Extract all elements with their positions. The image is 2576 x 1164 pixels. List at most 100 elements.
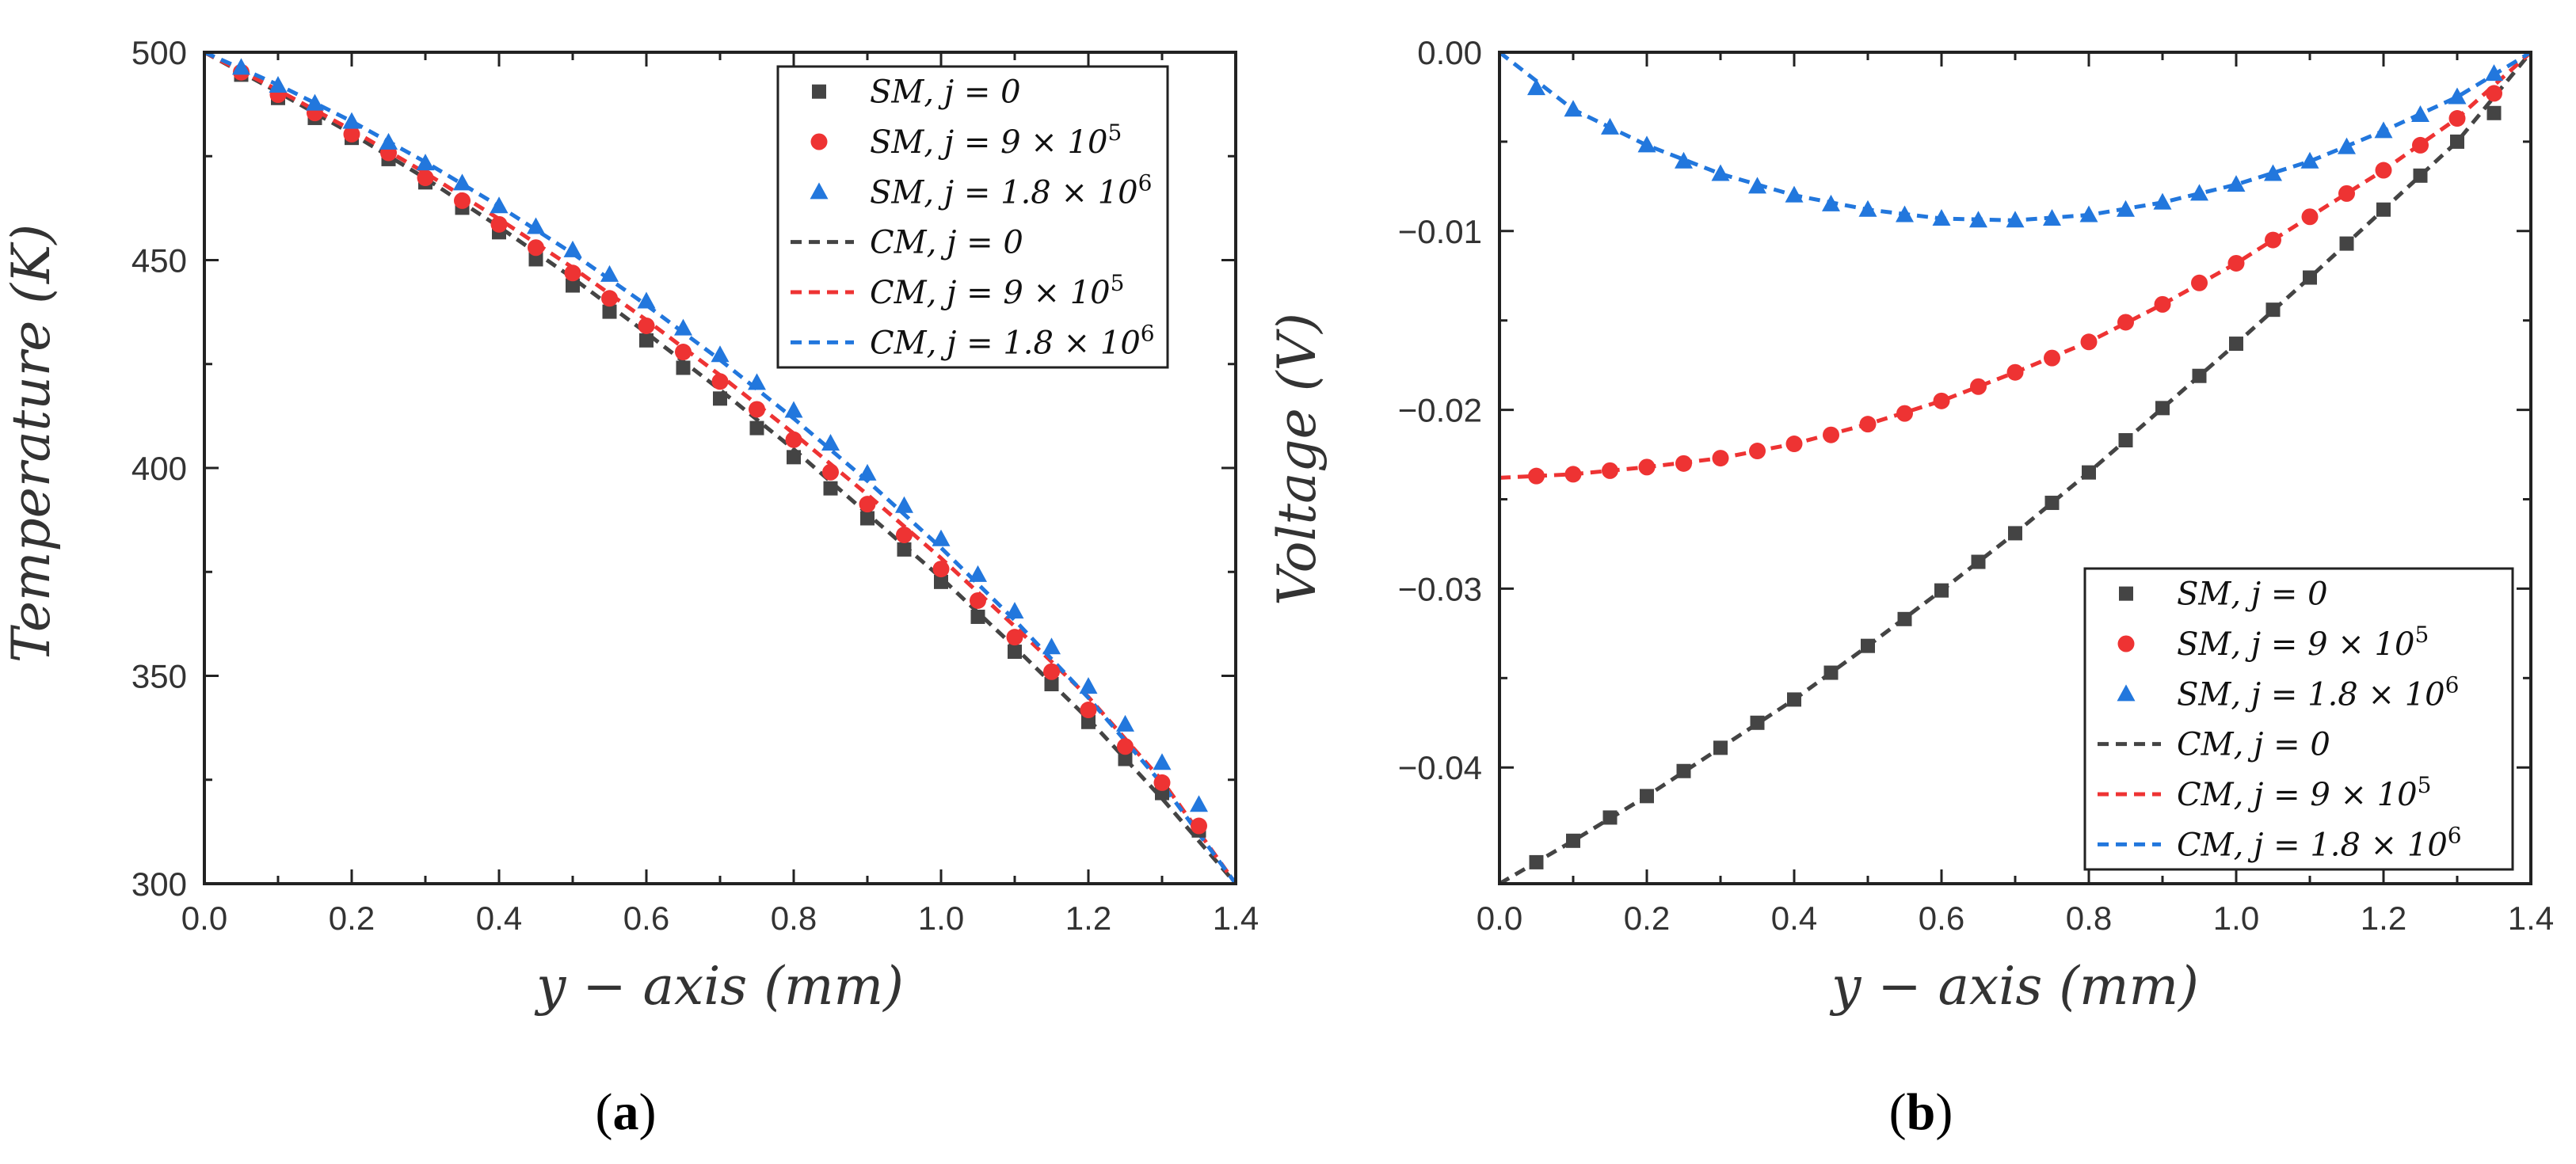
data-point <box>2374 121 2393 139</box>
x-tick-label: 0.6 <box>1919 900 1964 937</box>
data-point <box>1529 854 1544 869</box>
data-point <box>2008 526 2022 541</box>
data-point <box>676 360 691 375</box>
data-point <box>2117 200 2135 217</box>
panel-label-letter: b <box>1907 1083 1936 1141</box>
data-point <box>897 542 912 557</box>
data-point <box>785 431 802 448</box>
data-point <box>749 401 765 418</box>
legend-marker-symbol <box>2119 586 2133 601</box>
data-point <box>1932 209 1951 226</box>
data-point <box>600 264 619 282</box>
data-point <box>528 252 543 267</box>
data-point <box>2265 302 2281 318</box>
data-point <box>969 565 987 582</box>
data-point <box>1897 611 1912 626</box>
data-point <box>1785 436 1803 453</box>
panel-label: (b) <box>1889 1083 1953 1141</box>
x-tick-label: 1.2 <box>1065 900 1111 937</box>
data-point <box>1528 467 1545 485</box>
legend-text-part: SM, j = 0 <box>870 74 1021 111</box>
y-tick-label: 400 <box>131 450 187 487</box>
data-point <box>2413 168 2428 183</box>
data-point <box>1713 740 1728 755</box>
data-point <box>859 496 876 513</box>
data-point <box>601 290 618 307</box>
legend-text-part: SM, j = 9 × 10 <box>870 124 1107 161</box>
series-markers-1 <box>233 63 1207 835</box>
series-markers-2 <box>1527 64 2503 228</box>
legend-text-part: SM, j = 9 × 10 <box>2177 626 2414 663</box>
plot-area <box>1499 52 2531 884</box>
x-tick-label: 0.8 <box>771 900 817 937</box>
y-tick-label: −0.02 <box>1398 392 1482 429</box>
data-point <box>1934 583 1949 598</box>
data-point <box>1044 677 1059 691</box>
data-point <box>232 58 250 75</box>
legend-text-part: SM, j = 1.8 × 10 <box>2177 676 2445 713</box>
legend-marker-symbol <box>810 182 829 200</box>
data-point <box>563 240 582 257</box>
legend-entry: CM, j = 0 <box>2177 727 2330 763</box>
data-point <box>1858 200 1877 217</box>
data-point <box>417 169 434 187</box>
data-point <box>1191 817 1207 835</box>
data-point <box>379 132 398 150</box>
data-point <box>1564 100 1583 117</box>
data-point <box>1748 177 1766 194</box>
legend-text-part: CM, j = 0 <box>2177 727 2330 763</box>
data-point <box>713 391 727 406</box>
series-markers-2 <box>232 58 1208 812</box>
legend-box <box>2083 567 2514 871</box>
data-point <box>2080 333 2098 351</box>
data-point <box>2192 368 2207 383</box>
data-point <box>2229 337 2243 352</box>
data-point <box>934 574 948 589</box>
data-point <box>2375 162 2392 179</box>
data-point <box>1006 629 1023 646</box>
data-point <box>1566 833 1580 848</box>
data-point <box>1564 466 1582 483</box>
panel-label: (a) <box>596 1083 657 1141</box>
data-point <box>2412 136 2429 154</box>
panel-label-paren-open: ( <box>596 1083 613 1141</box>
data-point <box>1823 426 1839 443</box>
data-point <box>1711 164 1730 181</box>
legend-text-part: CM, j = 9 × 10 <box>2177 777 2418 813</box>
data-point <box>490 215 508 233</box>
data-point <box>2154 295 2171 313</box>
data-point <box>1750 715 1765 730</box>
legend-entry: SM, j = 9 × 105 <box>2177 622 2429 664</box>
data-point <box>1079 677 1098 694</box>
data-point <box>2082 465 2096 480</box>
panel-label-letter: a <box>613 1083 639 1141</box>
data-point <box>2079 205 2098 223</box>
data-point <box>1969 211 1987 228</box>
data-point <box>1640 789 1654 804</box>
data-point <box>1190 795 1208 812</box>
data-point <box>1153 753 1172 770</box>
data-point <box>822 463 839 481</box>
legend-box <box>776 65 1169 369</box>
data-point <box>1602 810 1618 825</box>
x-tick-label: 1.4 <box>2508 900 2554 937</box>
data-point <box>1637 135 1656 153</box>
data-point <box>416 154 435 171</box>
data-point <box>1005 602 1024 619</box>
legend-exponent: 5 <box>1111 270 1125 296</box>
x-tick-label: 0.6 <box>623 900 669 937</box>
y-tick-label: −0.03 <box>1398 570 1482 607</box>
data-point <box>1117 738 1134 755</box>
data-point <box>2411 105 2429 123</box>
data-point <box>895 496 913 513</box>
legend-text-part: CM, j = 1.8 × 10 <box>870 325 1141 361</box>
legend-exponent: 6 <box>2445 671 2460 698</box>
data-point <box>1896 205 1914 223</box>
data-point <box>1822 194 1840 211</box>
data-point <box>2191 274 2208 291</box>
data-point <box>2006 211 2025 228</box>
legend-entry: CM, j = 1.8 × 106 <box>2177 822 2462 864</box>
data-point <box>637 291 656 309</box>
